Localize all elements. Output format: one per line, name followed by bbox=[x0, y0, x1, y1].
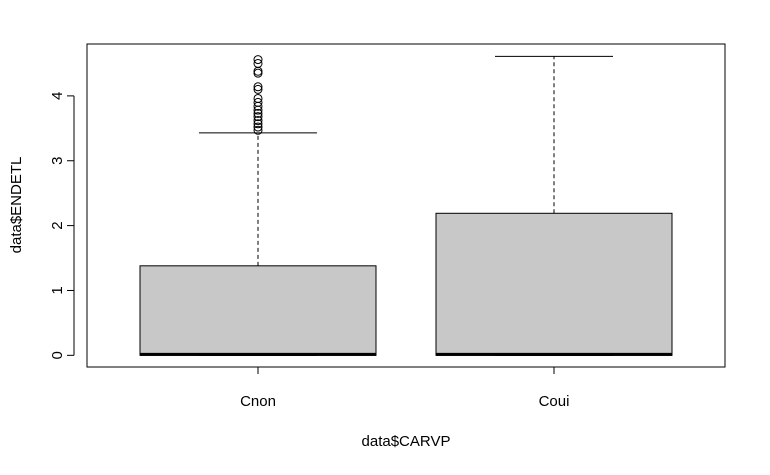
outlier-point bbox=[253, 66, 263, 76]
y-tick-label: 0 bbox=[49, 351, 66, 359]
x-tick-label: Coui bbox=[539, 393, 570, 410]
outlier-point bbox=[253, 82, 263, 92]
outlier-point bbox=[253, 116, 263, 126]
outlier-point bbox=[253, 122, 263, 132]
outlier-point bbox=[253, 97, 263, 107]
x-axis-title: data$CARVP bbox=[362, 433, 451, 450]
y-tick-label: 4 bbox=[49, 92, 66, 100]
box-group-cnon bbox=[139, 55, 377, 356]
outlier-point bbox=[253, 84, 263, 94]
x-tick-label: Cnon bbox=[240, 393, 276, 410]
outlier-point bbox=[253, 108, 263, 118]
outlier-point bbox=[253, 55, 263, 65]
plot-layer bbox=[139, 55, 673, 356]
outlier-point bbox=[253, 112, 263, 122]
y-tick-label: 2 bbox=[49, 221, 66, 229]
box-cnon bbox=[139, 265, 377, 356]
outlier-point bbox=[253, 119, 263, 129]
axes-layer: Cnon Coui 0 1 2 3 4 bbox=[49, 92, 569, 410]
outlier-point bbox=[253, 58, 263, 68]
y-tick-label: 3 bbox=[49, 157, 66, 165]
box-coui bbox=[435, 212, 673, 356]
outlier-point bbox=[253, 68, 263, 78]
outlier-point bbox=[253, 93, 263, 103]
y-axis-title: data$ENDETL bbox=[8, 157, 25, 254]
plot-frame bbox=[86, 43, 726, 368]
outlier-point bbox=[253, 125, 263, 135]
box-group-coui bbox=[435, 55, 673, 356]
y-tick-label: 1 bbox=[49, 286, 66, 294]
